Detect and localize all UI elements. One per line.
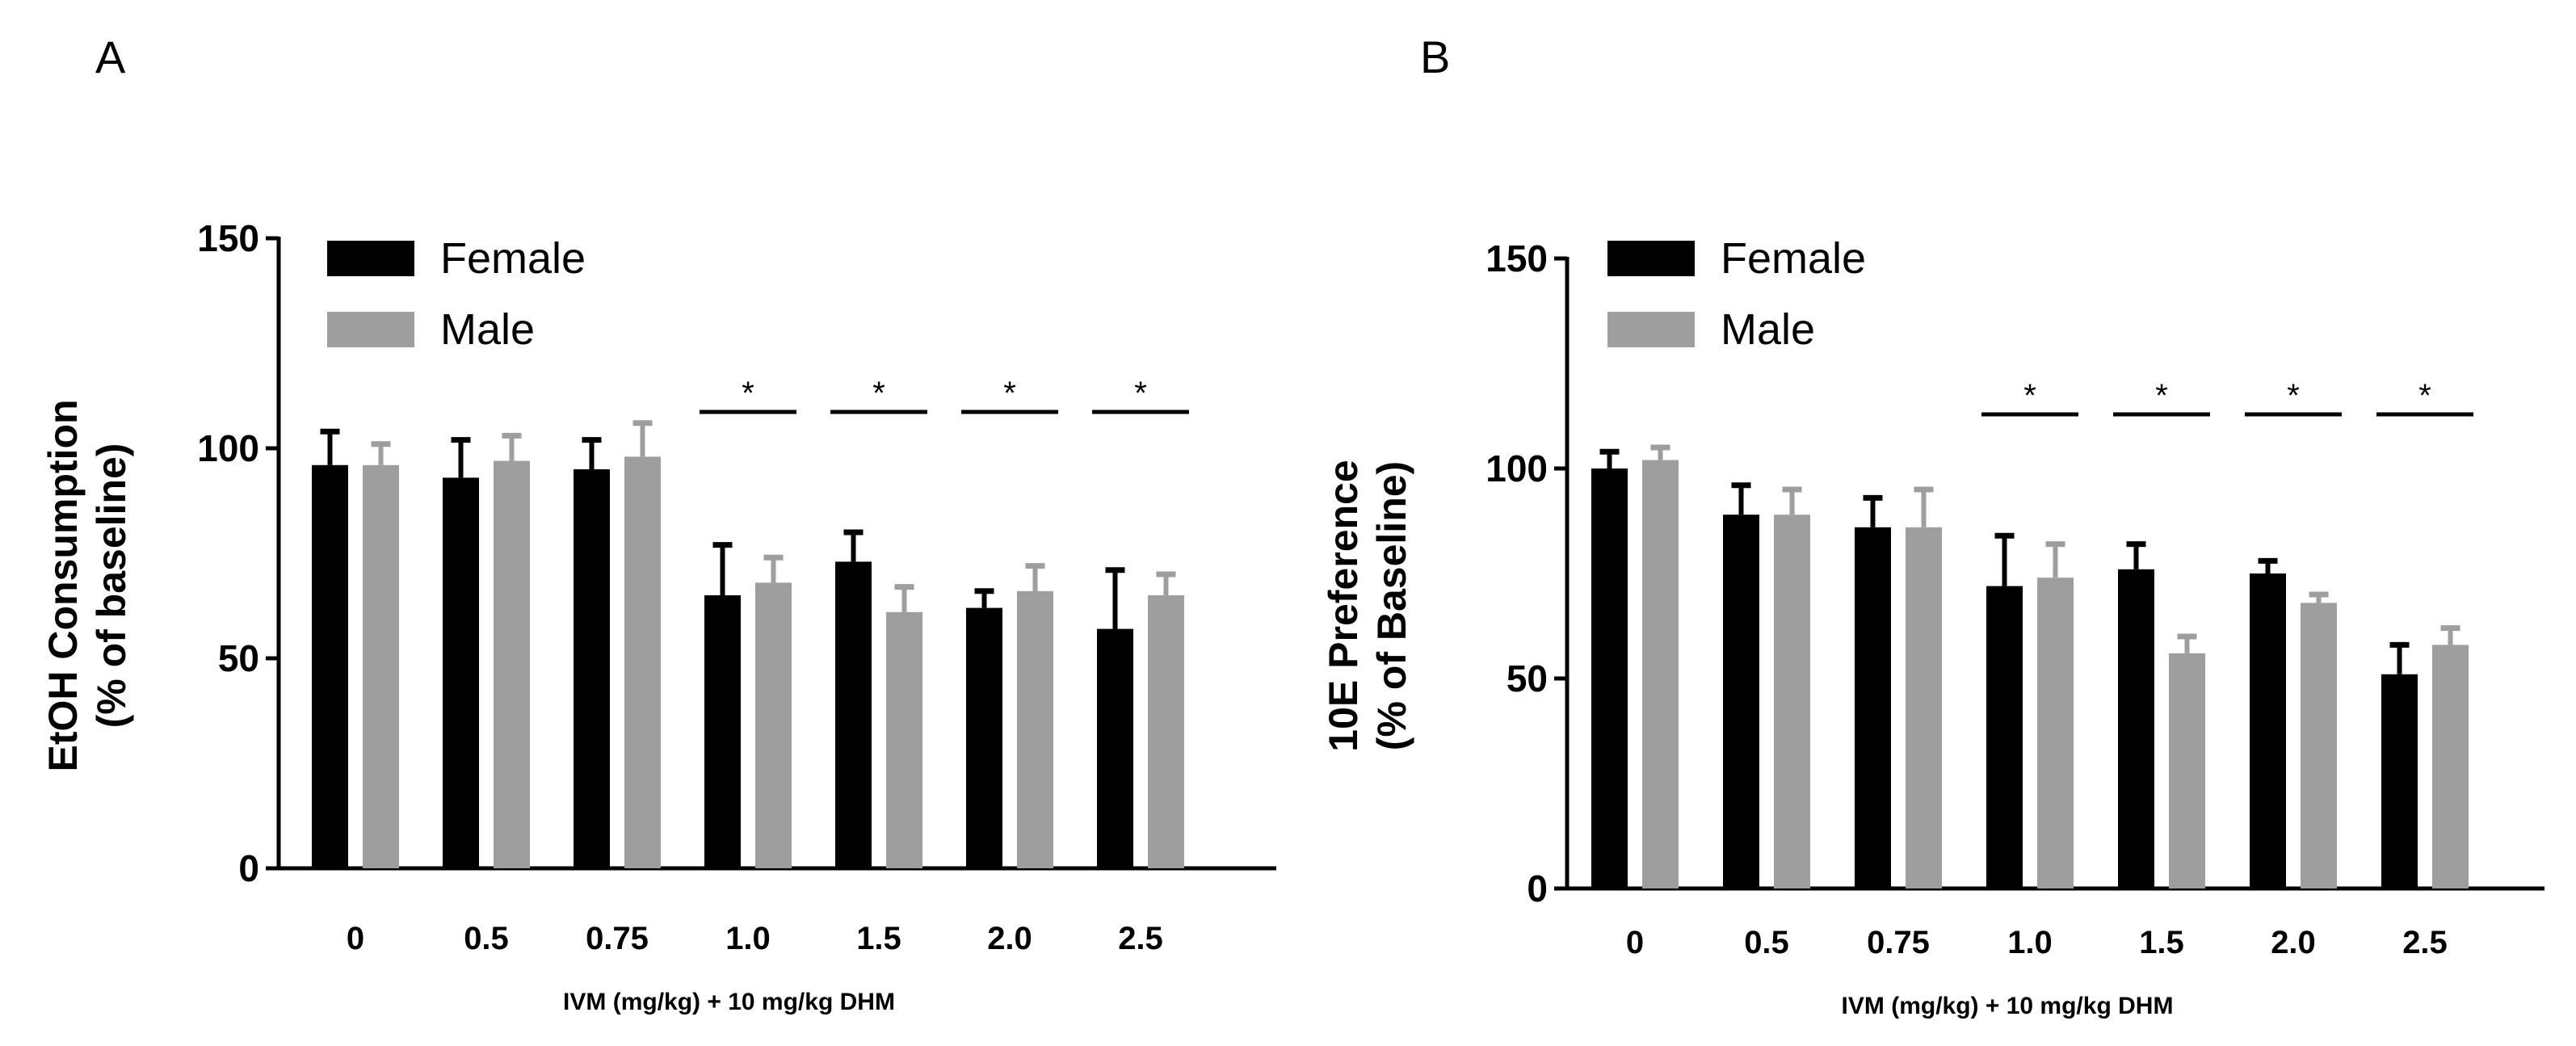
- x-tick-label: 0.75: [1867, 925, 1930, 960]
- legend-label: Female: [440, 234, 586, 283]
- panel-letter: B: [1420, 32, 1450, 82]
- significance-star: *: [2287, 378, 2300, 414]
- y-axis-label: (% of baseline): [89, 443, 134, 729]
- y-tick-label: 100: [1486, 447, 1548, 489]
- bar-female: [574, 469, 610, 868]
- bar-male: [624, 456, 661, 868]
- legend-swatch-female: [327, 241, 414, 276]
- y-axis-label: 10E Preference: [1321, 460, 1366, 751]
- x-axis-label: IVM (mg/kg) + 10 mg/kg DHM: [563, 989, 895, 1015]
- bar-male: [363, 464, 399, 868]
- bar-male: [2432, 645, 2469, 888]
- y-axis-label: EtOH Consumption: [40, 399, 86, 771]
- significance-star: *: [872, 376, 885, 411]
- bar-female: [443, 477, 479, 868]
- x-axis-label: IVM (mg/kg) + 10 mg/kg DHM: [1842, 993, 2174, 1019]
- bar-male: [2169, 653, 2205, 888]
- y-tick-label: 0: [1527, 867, 1548, 909]
- significance-star: *: [2418, 378, 2431, 414]
- x-tick-label: 1.5: [2139, 925, 2184, 960]
- bar-female: [2118, 569, 2154, 888]
- x-tick-label: 2.5: [1118, 921, 1163, 956]
- bar-female: [2381, 674, 2418, 888]
- significance-star: *: [2155, 378, 2168, 414]
- bar-male: [2301, 603, 2337, 888]
- legend-label: Male: [1721, 305, 1815, 354]
- y-tick-label: 100: [197, 427, 259, 469]
- bar-female: [966, 607, 1002, 868]
- y-axis-label: (% of Baseline): [1369, 461, 1414, 750]
- x-tick-label: 1.5: [856, 921, 901, 956]
- panel-letter: A: [95, 32, 126, 82]
- x-tick-label: 2.5: [2402, 925, 2448, 960]
- x-tick-label: 1.0: [2007, 925, 2053, 960]
- legend-swatch-female: [1607, 241, 1695, 276]
- bar-male: [1906, 527, 1942, 888]
- bar-female: [1097, 628, 1133, 868]
- panel-a-chart: A 0 50 100 150 EtOH Consumption (% of baseline…: [40, 32, 1276, 1015]
- significance-star: *: [2023, 378, 2036, 414]
- bar-male: [886, 611, 922, 868]
- x-tick-label: 2.0: [2271, 925, 2316, 960]
- bar-female: [2250, 573, 2286, 888]
- x-tick-label: 0.5: [464, 921, 509, 956]
- bar-female: [1986, 586, 2023, 888]
- legend-swatch-male: [327, 312, 414, 347]
- x-tick-label: 0.5: [1744, 925, 1789, 960]
- bar-female: [1855, 527, 1891, 888]
- bar-female: [312, 464, 348, 868]
- significance-star: *: [742, 376, 754, 411]
- x-tick-label: 1.0: [725, 921, 771, 956]
- bar-female: [1723, 515, 1759, 888]
- significance-star: *: [1134, 376, 1147, 411]
- legend-label: Female: [1721, 234, 1866, 283]
- bar-female: [835, 561, 872, 868]
- panel-b-chart: B 0 50 100 150 10E Preference (% of Baseline) 0…: [1321, 32, 2544, 1019]
- bar-male: [1017, 590, 1053, 868]
- y-tick-label: 0: [238, 847, 259, 889]
- bar-male: [2037, 578, 2074, 888]
- y-tick-label: 50: [218, 637, 259, 679]
- y-tick-label: 150: [197, 217, 259, 259]
- y-tick-label: 50: [1507, 657, 1548, 699]
- x-tick-label: 0.75: [586, 921, 649, 956]
- x-tick-label: 0: [1626, 925, 1644, 960]
- bar-male: [1774, 515, 1810, 888]
- x-tick-label: 0: [347, 921, 364, 956]
- y-tick-label: 150: [1486, 237, 1548, 279]
- legend-label: Male: [440, 305, 535, 354]
- bar-male: [494, 460, 530, 868]
- bar-male: [1148, 595, 1184, 868]
- x-tick-label: 2.0: [987, 921, 1032, 956]
- bar-female: [704, 595, 741, 868]
- legend-swatch-male: [1607, 312, 1695, 347]
- significance-star: *: [1003, 376, 1016, 411]
- bar-female: [1591, 468, 1628, 888]
- bar-male: [1642, 460, 1679, 888]
- bar-male: [755, 582, 792, 868]
